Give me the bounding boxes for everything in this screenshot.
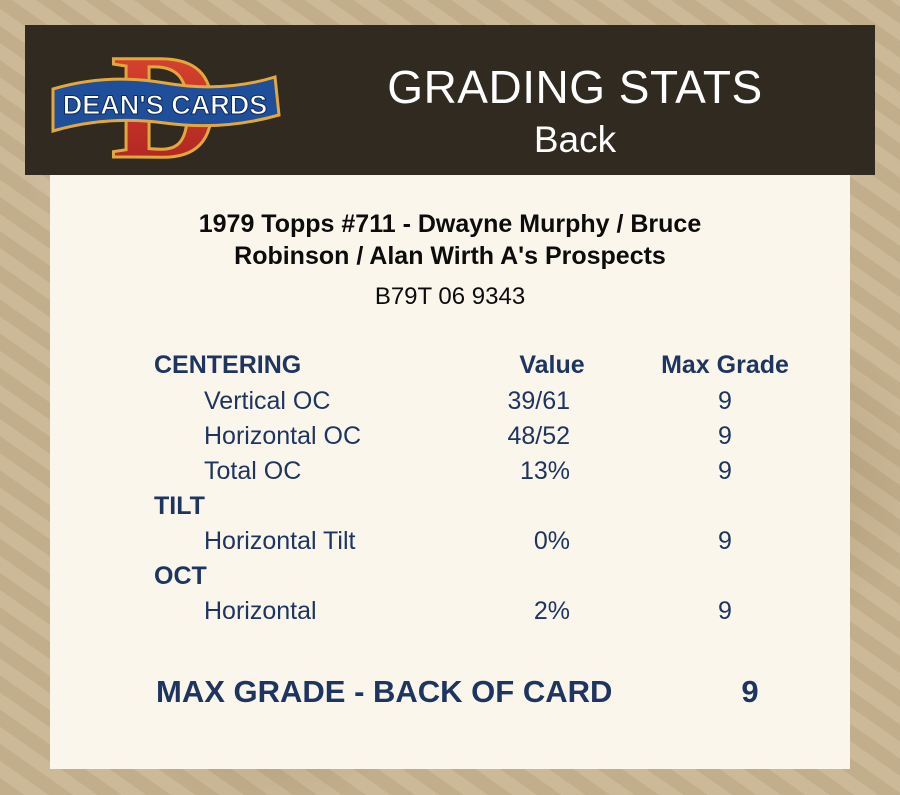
stat-max-grade: 9 (718, 527, 732, 555)
stat-max-grade: 9 (718, 422, 732, 450)
logo-text: DEAN'S CARDS (63, 90, 267, 120)
page-subtitle: Back (533, 119, 617, 160)
section-label: OCT (154, 562, 207, 590)
stat-value: 2% (533, 597, 570, 625)
header-bar: D DEAN'S CARDS GRADING STATS Back (25, 25, 875, 175)
card-name-line1: 1979 Topps #711 - Dwayne Murphy / Bruce (198, 210, 702, 238)
card-name: 1979 Topps #711 - Dwayne Murphy / Bruce … (130, 208, 770, 272)
deans-cards-logo: D DEAN'S CARDS (51, 37, 281, 165)
stat-label: Horizontal OC (204, 422, 361, 450)
stat-row: Horizontal OC 48/52 9 (50, 420, 850, 452)
stat-max-grade: 9 (718, 387, 732, 415)
logo-banner (51, 75, 281, 134)
section-header-oct: OCT (50, 560, 850, 592)
column-header-max-grade: Max Grade (661, 351, 789, 379)
stat-value: 39/61 (507, 387, 570, 415)
final-grade-row: MAX GRADE - BACK OF CARD 9 (50, 672, 850, 712)
final-grade-label: MAX GRADE - BACK OF CARD (156, 674, 613, 709)
section-label: CENTERING (154, 351, 302, 379)
stat-label: Vertical OC (204, 387, 331, 415)
section-label: TILT (154, 492, 205, 520)
section-header-centering: CENTERING Value Max Grade (50, 349, 850, 381)
page-title: GRADING STATS (387, 61, 763, 113)
stat-value: 13% (519, 457, 570, 485)
stat-row: Horizontal 2% 9 (50, 595, 850, 627)
stat-label: Horizontal (204, 597, 317, 625)
stat-value: 0% (533, 527, 570, 555)
column-header-value: Value (519, 351, 585, 379)
stat-row: Total OC 13% 9 (50, 455, 850, 487)
stat-row: Horizontal Tilt 0% 9 (50, 525, 850, 557)
stats-panel: 1979 Topps #711 - Dwayne Murphy / Bruce … (50, 175, 850, 769)
stat-value: 48/52 (507, 422, 570, 450)
card-name-line2: Robinson / Alan Wirth A's Prospects (234, 242, 666, 270)
stat-max-grade: 9 (718, 597, 732, 625)
final-grade-value: 9 (741, 674, 759, 709)
stat-label: Total OC (204, 457, 302, 485)
stat-label: Horizontal Tilt (204, 527, 356, 555)
stat-max-grade: 9 (718, 457, 732, 485)
section-header-tilt: TILT (50, 490, 850, 522)
stat-row: Vertical OC 39/61 9 (50, 385, 850, 417)
cert-number: B79T 06 9343 (374, 283, 526, 310)
